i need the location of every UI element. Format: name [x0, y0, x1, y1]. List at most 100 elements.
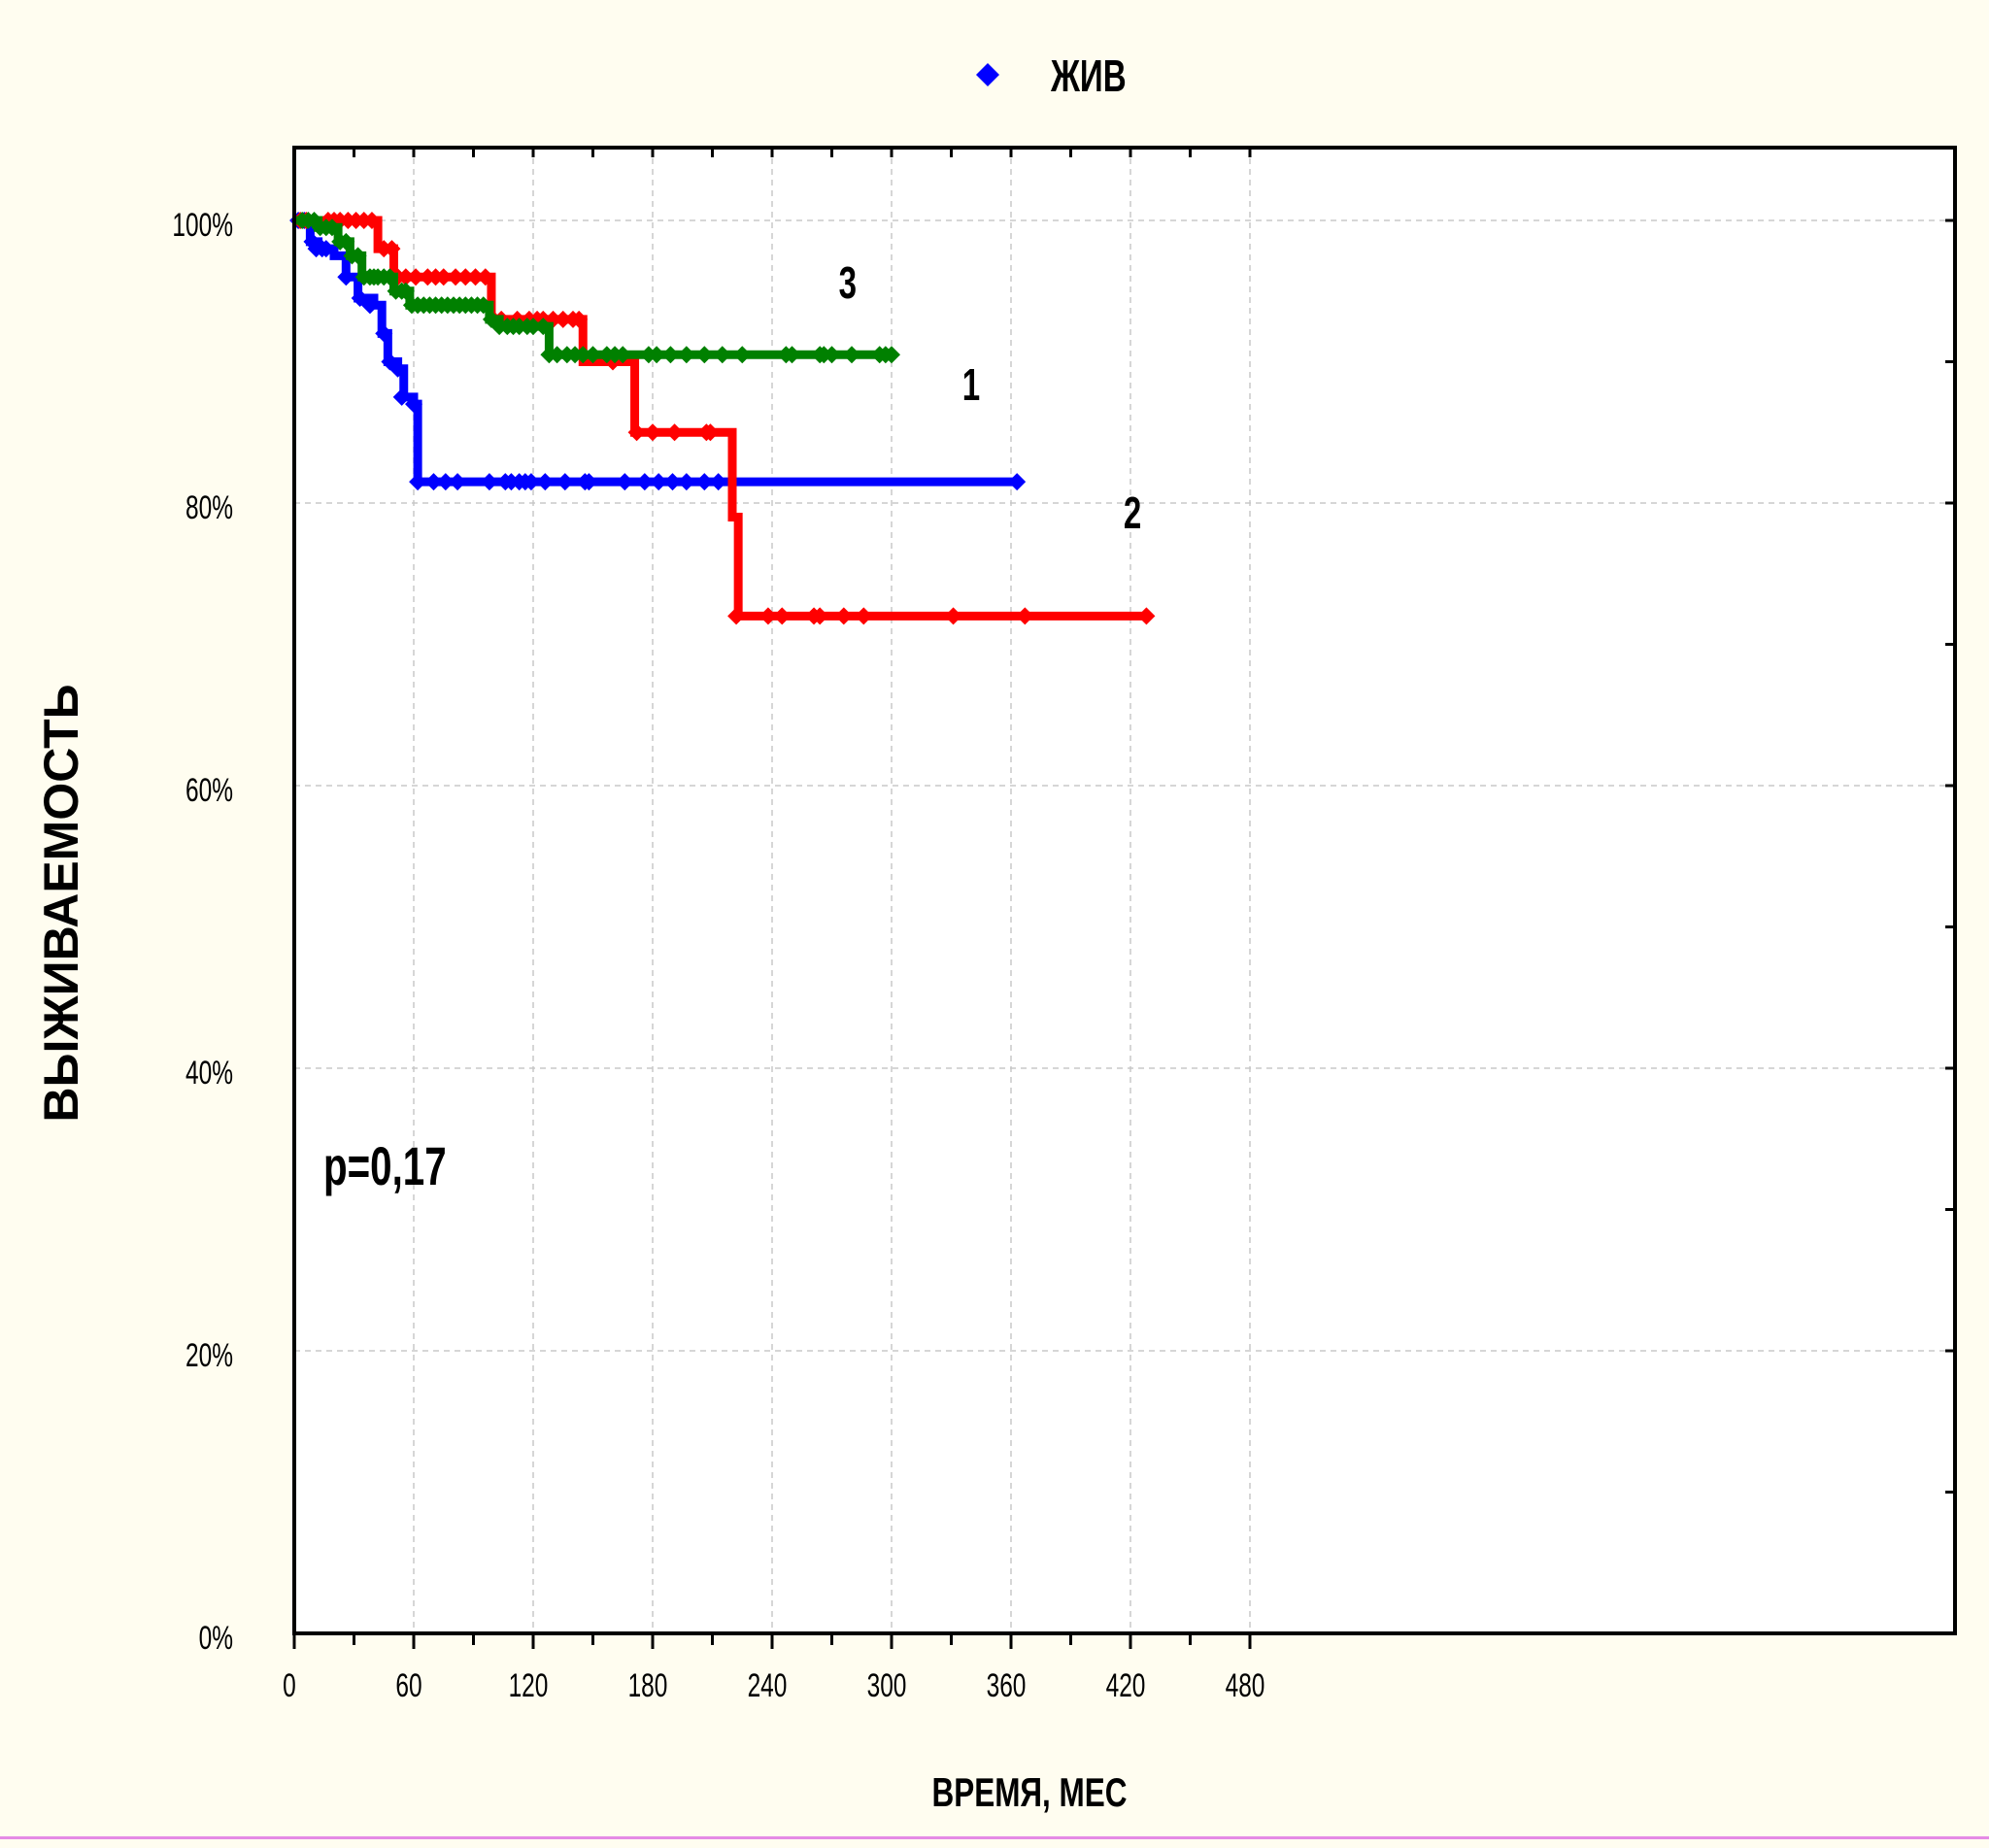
censor-marker-diamond-icon	[665, 423, 684, 442]
censor-marker-diamond-icon	[534, 318, 553, 336]
legend-label: ЖИВ	[1050, 52, 1126, 101]
censor-marker-diamond-icon	[396, 282, 415, 300]
y-tick-label: 80%	[185, 489, 233, 526]
plot-background	[294, 148, 1955, 1633]
censor-marker-diamond-icon	[349, 247, 367, 265]
censor-marker-diamond-icon	[474, 296, 492, 315]
censor-marker-diamond-icon	[476, 268, 494, 286]
censor-marker-diamond-icon	[627, 423, 646, 442]
censor-marker-diamond-icon	[823, 346, 841, 364]
censor-marker-diamond-icon	[661, 346, 680, 364]
axes	[292, 146, 1957, 1649]
censor-marker-diamond-icon	[709, 473, 727, 491]
censor-marker-diamond-icon	[677, 473, 695, 491]
p-value-annotation: p=0,17	[323, 1137, 447, 1197]
censor-marker-diamond-icon	[759, 607, 777, 625]
censor-marker-diamond-icon	[701, 423, 720, 442]
y-axis-title: ВЫЖИВАЕМОСТЬ	[34, 684, 88, 1122]
censor-marker-diamond-icon	[944, 607, 962, 625]
censor-marker-diamond-icon	[783, 346, 801, 364]
series-2-label: 2	[1124, 489, 1141, 538]
censor-marker-diamond-icon	[650, 473, 668, 491]
censor-marker-diamond-icon	[536, 473, 555, 491]
censor-marker-diamond-icon	[317, 240, 335, 258]
censor-marker-diamond-icon	[524, 318, 542, 336]
censor-marker-diamond-icon	[375, 324, 393, 343]
x-axis-title: ВРЕМЯ, МЕС	[931, 1769, 1127, 1816]
x-tick-label: 120	[509, 1667, 549, 1704]
x-tick-label: 60	[395, 1667, 421, 1704]
series-3-label: 3	[839, 259, 857, 308]
censor-marker-diamond-icon	[362, 212, 381, 229]
censor-marker-diamond-icon	[1016, 607, 1034, 625]
censor-marker-diamond-icon	[466, 268, 485, 286]
x-tick-label: 180	[628, 1667, 668, 1704]
plot-frame	[292, 146, 1957, 1635]
bottom-border	[0, 1836, 1989, 1839]
censor-marker-diamond-icon	[644, 423, 661, 442]
series-3	[293, 212, 900, 364]
censor-marker-diamond-icon	[381, 268, 399, 286]
grid	[294, 148, 1955, 1633]
censor-marker-diamond-icon	[834, 607, 853, 625]
censor-marker-diamond-icon	[584, 346, 602, 364]
censor-marker-diamond-icon	[522, 473, 540, 491]
x-tick-label: 480	[1226, 1667, 1265, 1704]
censor-marker-diamond-icon	[580, 473, 598, 491]
censor-marker-diamond-icon	[843, 346, 860, 364]
x-tick-label: 240	[748, 1667, 788, 1704]
censor-marker-diamond-icon	[713, 346, 731, 364]
censor-marker-diamond-icon	[436, 473, 455, 491]
x-tick-label: 420	[1106, 1667, 1146, 1704]
censor-marker-diamond-icon	[614, 346, 632, 364]
censor-marker-diamond-icon	[677, 346, 695, 364]
censor-marker-diamond-icon	[360, 296, 379, 315]
censor-marker-diamond-icon	[733, 346, 752, 364]
censor-marker-diamond-icon	[556, 473, 574, 491]
censor-marker-diamond-icon	[773, 607, 792, 625]
x-tick-label: 0	[283, 1667, 296, 1704]
legend-marker-diamond-icon	[976, 63, 999, 86]
censor-marker-diamond-icon	[574, 346, 592, 364]
censor-marker-diamond-icon	[303, 232, 321, 251]
x-tick-label: 360	[987, 1667, 1027, 1704]
censor-marker-diamond-icon	[337, 232, 355, 251]
y-tick-label: 20%	[185, 1337, 233, 1374]
censor-marker-diamond-icon	[695, 346, 714, 364]
censor-marker-diamond-icon	[434, 268, 453, 286]
censor-marker-diamond-icon	[727, 607, 746, 625]
censor-marker-diamond-icon	[388, 359, 407, 378]
censor-marker-diamond-icon	[322, 218, 341, 237]
censor-marker-diamond-icon	[855, 607, 873, 625]
censor-marker-diamond-icon	[447, 268, 465, 286]
censor-marker-diamond-icon	[648, 346, 666, 364]
censor-marker-diamond-icon	[405, 395, 422, 414]
censor-marker-diamond-icon	[337, 268, 355, 286]
censor-marker-diamond-icon	[811, 607, 829, 625]
x-tick-label: 300	[867, 1667, 907, 1704]
labels: 0 60 120 180 240 300 360 420 480 0% 20% 40% 60% 80% 10…	[34, 52, 1264, 1815]
y-tick-label: 60%	[185, 772, 233, 809]
series-1-label: 1	[962, 361, 980, 410]
y-tick-label: 0%	[199, 1620, 233, 1657]
censor-marker-diamond-icon	[396, 268, 415, 286]
censor-marker-diamond-icon	[1137, 607, 1156, 625]
censor-marker-diamond-icon	[383, 240, 401, 258]
censor-marker-diamond-icon	[456, 268, 475, 286]
series-group	[289, 212, 1156, 625]
censor-marker-diamond-icon	[570, 310, 589, 328]
censor-marker-diamond-icon	[407, 268, 425, 286]
censor-marker-diamond-icon	[554, 310, 572, 328]
censor-marker-diamond-icon	[1008, 473, 1027, 491]
censor-marker-diamond-icon	[616, 473, 634, 491]
censor-marker-diamond-icon	[480, 473, 498, 491]
censor-marker-diamond-icon	[883, 346, 900, 364]
censor-marker-diamond-icon	[409, 473, 427, 491]
censor-marker-diamond-icon	[424, 473, 443, 491]
y-tick-label: 100%	[172, 207, 233, 244]
censor-marker-diamond-icon	[635, 473, 654, 491]
censor-marker-diamond-icon	[548, 346, 566, 364]
censor-marker-diamond-icon	[392, 387, 411, 406]
